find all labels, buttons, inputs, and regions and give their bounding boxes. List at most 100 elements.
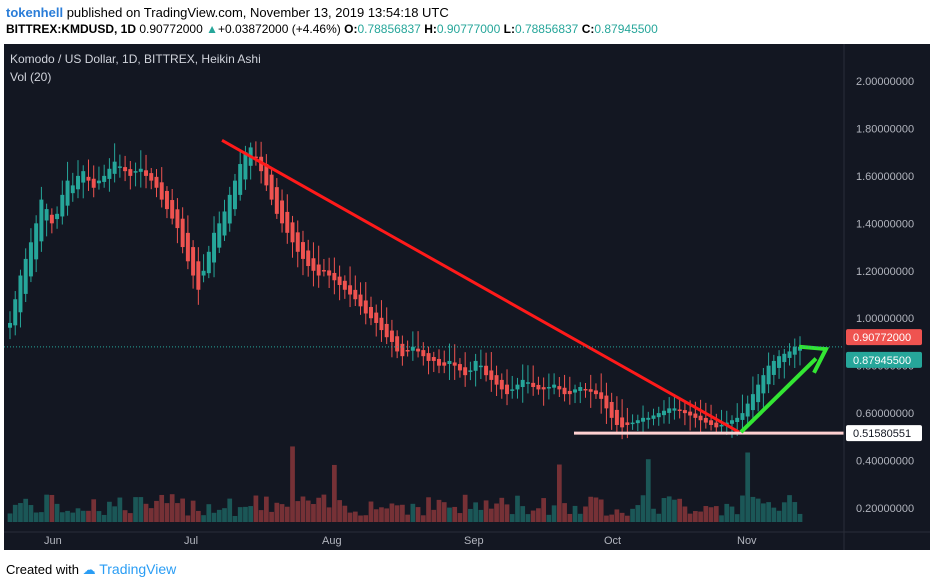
volume-bar	[143, 503, 149, 522]
volume-bar	[12, 504, 18, 522]
volume-bar	[91, 499, 97, 522]
candle-body	[536, 384, 541, 390]
author-link[interactable]: tokenhell	[6, 5, 64, 20]
close-value: 0.87945500	[594, 22, 658, 36]
footer: Created with ☁ TradingView	[6, 561, 176, 578]
candle-body	[55, 213, 60, 220]
volume-bar	[195, 510, 201, 522]
price-chart[interactable]: 2.00000000 1.80000000 1.60000000 1.40000000…	[4, 44, 930, 550]
candle-body	[641, 417, 646, 422]
downtrend-line[interactable]	[221, 138, 740, 434]
volume-bar	[148, 508, 154, 522]
y-tick-label: 1.20000000	[856, 266, 914, 278]
volume-bar	[766, 502, 771, 522]
candle-body	[128, 169, 133, 176]
volume-bar	[447, 507, 452, 522]
volume-bar	[781, 502, 787, 522]
candle-body	[13, 299, 18, 326]
volume-bar	[373, 509, 379, 522]
volume-bar	[342, 505, 348, 522]
candle-body	[614, 409, 619, 425]
volume-bar	[504, 504, 510, 522]
support-price-tag: 0.51580551	[853, 428, 911, 440]
candle-body	[682, 410, 687, 414]
candle-body	[651, 415, 656, 419]
volume-bar	[127, 513, 133, 522]
candle-body	[60, 194, 65, 217]
volume-bar	[719, 515, 724, 522]
volume-bar	[49, 494, 55, 522]
candle-body	[175, 209, 180, 229]
candle-body	[280, 200, 285, 224]
candle-body	[656, 413, 661, 418]
candle-body	[677, 409, 682, 412]
volume-bar	[264, 496, 269, 522]
legend-volume: Vol (20)	[10, 70, 52, 84]
candle-body	[693, 413, 698, 418]
candle-body	[170, 200, 175, 219]
candle-body	[714, 422, 719, 428]
volume-bar	[462, 494, 468, 522]
x-tick-label: Nov	[737, 535, 757, 547]
volume-bar	[117, 497, 123, 522]
candle-body	[65, 180, 70, 206]
candle-body	[238, 164, 243, 195]
volume-bar	[750, 496, 756, 522]
candle-body	[777, 356, 782, 368]
volume-bar	[164, 503, 170, 522]
volume-bar	[740, 495, 745, 522]
candle-body	[457, 364, 462, 371]
candle-body	[452, 362, 457, 366]
volume-bar	[138, 497, 144, 522]
chart-legend: Komodo / US Dollar, 1D, BITTREX, Heikin …	[10, 52, 261, 88]
candle-body	[112, 161, 117, 174]
open-label: O:	[344, 22, 358, 36]
volume-bar	[185, 515, 191, 522]
candle-body	[28, 242, 33, 277]
volume-bar	[295, 501, 301, 522]
candle-body	[44, 209, 49, 221]
candle-body	[510, 389, 515, 391]
candle-body	[698, 415, 703, 421]
candle-body	[787, 351, 792, 358]
volume-bar	[23, 498, 29, 522]
candle-body	[353, 289, 358, 300]
volume-bar	[682, 506, 688, 522]
header-bar: tokenhell published on TradingView.com, …	[0, 0, 932, 42]
candle-body	[123, 167, 128, 172]
chart-area[interactable]: 2.00000000 1.80000000 1.60000000 1.40000000…	[4, 44, 930, 550]
y-tick-label: 0.40000000	[856, 456, 914, 468]
candle-body	[342, 280, 347, 290]
candle-body	[520, 379, 525, 388]
volume-bar	[441, 502, 447, 522]
high-value: 0.90777000	[436, 22, 501, 36]
tradingview-brand[interactable]: TradingView	[99, 561, 177, 577]
volume-bar	[572, 505, 578, 522]
volume-bar	[457, 513, 463, 522]
volume-bar	[525, 514, 531, 522]
candle-body	[552, 384, 557, 388]
candle-body	[672, 408, 677, 411]
volume-bar	[562, 503, 567, 522]
candle-body	[562, 387, 567, 395]
x-tick-label: Sep	[464, 535, 484, 547]
volume-bar	[661, 498, 667, 522]
candle-body	[217, 223, 222, 248]
volume-bar	[107, 501, 112, 522]
volume-bar	[39, 512, 44, 522]
volume-bar	[771, 507, 777, 522]
volume-bar	[290, 446, 295, 522]
candle-body	[321, 270, 326, 272]
volume-bar	[724, 503, 730, 522]
volume-bar	[180, 498, 186, 522]
volume-bar	[405, 514, 410, 522]
candle-body	[426, 353, 431, 361]
volume-bar	[583, 506, 588, 522]
y-tick-label: 1.40000000	[856, 218, 914, 230]
candle-body	[766, 365, 771, 385]
uptrend-arrow[interactable]	[739, 357, 818, 434]
volume-bar	[305, 500, 311, 522]
candle-body	[91, 178, 96, 188]
last-value: 0.90772000	[139, 22, 203, 36]
volume-bar	[734, 514, 740, 522]
